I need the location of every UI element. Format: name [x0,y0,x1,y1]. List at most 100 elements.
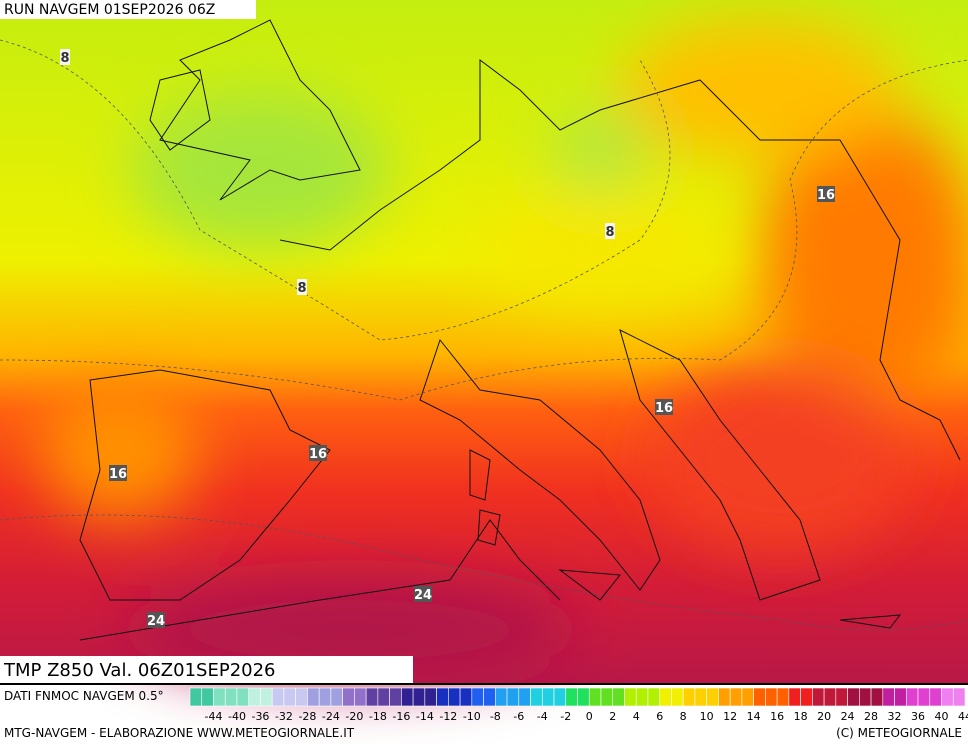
map-title-box [0,656,413,684]
colorbar-swatch [765,687,778,707]
colorbar: -44 -40 -36 -32 -28 -24 -20 -18 -16 -14 -12 -10 -8 -6… [189,687,968,723]
contour-label: 24 [414,588,432,603]
contour-label-box [655,399,673,415]
colorbar-swatch [483,687,496,707]
colorbar-label: -18 [369,710,387,723]
colorbar-label: 6 [656,710,663,723]
colorbar-label: 32 [888,710,902,723]
contour-label: 8 [297,281,306,296]
colorbar-label: 0 [586,710,593,723]
colorbar-label: 10 [700,710,714,723]
contour-label-box [297,279,307,295]
colorbar-swatch [295,687,308,707]
contour-label-box [60,49,70,65]
colorbar-label: 36 [911,710,925,723]
colorbar-swatch [248,687,261,707]
colorbar-swatch [647,687,660,707]
header-box [0,0,256,19]
colorbar-label: -20 [345,710,363,723]
colorbar-swatch [612,687,625,707]
footer-right: (C) METEOGIORNALE [836,726,962,740]
colorbar-swatch [424,687,437,707]
colorbar-swatch [800,687,813,707]
colorbar-label: 24 [841,710,855,723]
colorbar-swatch [682,687,696,707]
colorbar-swatch [518,687,531,707]
colorbar-swatch [459,687,473,707]
contour-label: 8 [60,51,69,66]
colorbar-swatch [859,687,872,707]
colorbar-swatch [870,687,884,707]
colorbar-label: -36 [251,710,269,723]
colorbar-swatch [882,687,895,707]
colorbar-swatch [718,687,731,707]
colorbar-label: 16 [770,710,784,723]
colorbar-label: 8 [680,710,687,723]
contour-label-box [817,186,835,202]
colorbar-swatch [823,687,837,707]
colorbar-swatch [812,687,825,707]
contour-label: 16 [817,188,835,203]
colorbar-label: -14 [416,710,434,723]
colorbar-swatch [224,687,238,707]
colorbar-swatch [729,687,743,707]
colorbar-label: 18 [794,710,808,723]
colorbar-swatch [753,687,766,707]
colorbar-swatch [377,687,390,707]
colorbar-swatch [471,687,484,707]
colorbar-label: 44 [958,710,968,723]
colorbar-swatch [659,687,672,707]
colorbar-swatch [835,687,848,707]
colorbar-swatch [330,687,343,707]
colorbar-swatch [354,687,367,707]
colorbar-label: -12 [439,710,457,723]
colorbar-swatch [448,687,461,707]
colorbar-swatch [530,687,543,707]
colorbar-swatch [600,687,614,707]
colorbar-swatch [941,687,954,707]
colorbar-label: -28 [298,710,316,723]
colorbar-label: -32 [275,710,293,723]
colorbar-swatch [541,687,555,707]
contour-label-box [109,465,127,481]
colorbar-swatch [588,687,602,707]
colorbar-swatch [495,687,508,707]
contour-label: 8 [605,225,614,240]
colorbar-swatch [189,687,203,707]
colorbar-label: 14 [747,710,761,723]
colorbar-swatch [365,687,379,707]
colorbar-swatch [553,687,567,707]
colorbar-swatch [788,687,801,707]
colorbar-swatch [389,687,402,707]
colorbar-label: 12 [723,710,737,723]
colorbar-swatch [694,687,707,707]
colorbar-label: -10 [463,710,481,723]
colorbar-label: -4 [537,710,548,723]
colorbar-swatch [271,687,285,707]
colorbar-swatch [436,687,449,707]
contour-label-box [605,223,615,239]
colorbar-label: -2 [560,710,571,723]
map-title: TMP Z850 Val. 06Z01SEP2026 [3,660,276,681]
contour-label: 16 [109,467,127,482]
colorbar-label: 4 [633,710,640,723]
colorbar-label: 20 [817,710,831,723]
contour-label-box [414,586,432,602]
contour-label: 24 [147,614,165,629]
colorbar-swatch [929,687,942,707]
contour-label-box [309,445,327,461]
colorbar-swatch [342,687,355,707]
colorbar-swatch [412,687,426,707]
colorbar-swatch [307,687,320,707]
map [0,0,968,684]
colorbar-swatch [776,687,790,707]
colorbar-label: 2 [609,710,616,723]
colorbar-label: -6 [513,710,524,723]
legend-source: DATI FNMOC NAVGEM 0.5° [4,689,164,703]
contour-label: 16 [309,447,327,462]
colorbar-label: 28 [864,710,878,723]
colorbar-swatch [905,687,919,707]
colorbar-label: 40 [935,710,949,723]
colorbar-swatch [283,687,296,707]
